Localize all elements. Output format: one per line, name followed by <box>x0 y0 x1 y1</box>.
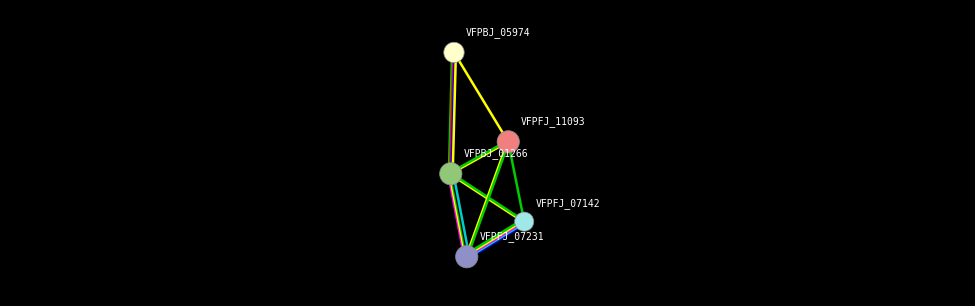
Circle shape <box>440 162 462 185</box>
Text: VFPBJ_01266: VFPBJ_01266 <box>463 148 528 159</box>
Text: VFPBJ_05974: VFPBJ_05974 <box>466 27 530 38</box>
Circle shape <box>455 245 478 268</box>
Text: VFPFJ_07231: VFPFJ_07231 <box>480 231 544 242</box>
Circle shape <box>497 131 520 153</box>
Circle shape <box>444 42 464 63</box>
Text: VFPFJ_07142: VFPFJ_07142 <box>535 198 600 209</box>
Circle shape <box>515 212 533 231</box>
Text: VFPFJ_11093: VFPFJ_11093 <box>521 116 586 127</box>
